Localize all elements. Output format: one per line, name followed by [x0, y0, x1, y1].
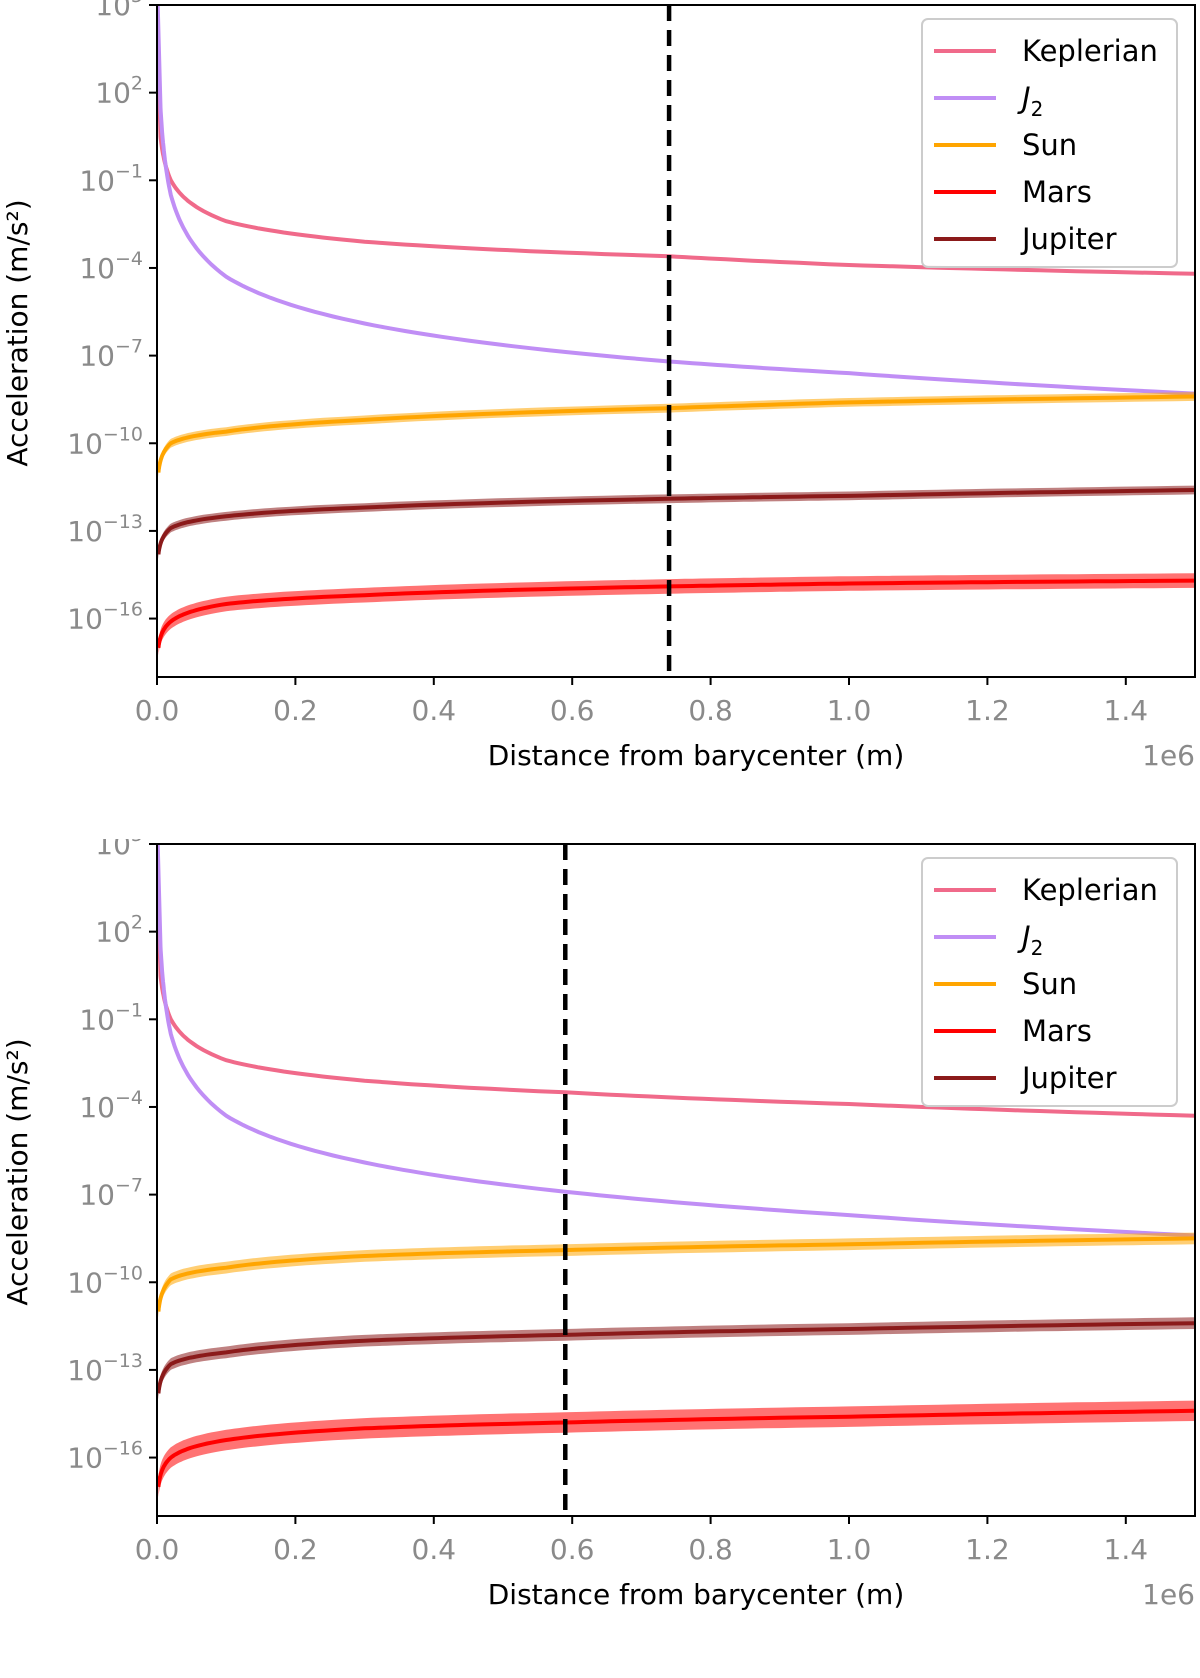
x-tick-label: 0.0 — [135, 694, 180, 727]
series-line-keplerian — [157, 873, 1195, 1118]
series-band-sun — [158, 392, 1195, 477]
x-tick-label: 1.2 — [965, 1533, 1010, 1566]
y-tick-label: 102 — [95, 73, 143, 110]
y-tick-label: 10−4 — [79, 1087, 143, 1124]
plot-area — [157, 844, 1195, 1497]
x-tick-label: 0.2 — [273, 1533, 318, 1566]
series-line-mars — [157, 578, 1195, 649]
y-tick-label: 10−7 — [79, 1175, 143, 1212]
axes-frame — [156, 843, 1196, 1517]
x-tick-label: 1.4 — [1104, 694, 1149, 727]
x-tick-label: 1.0 — [827, 694, 872, 727]
series-line-sun — [157, 394, 1195, 473]
y-axis-label: Acceleration (m/s²) — [1, 199, 34, 466]
series-sun — [157, 1232, 1195, 1318]
y-tick-label: 105 — [95, 0, 143, 22]
y-tick-label: 10−10 — [67, 1262, 143, 1299]
legend-label-sun: Sun — [1022, 128, 1077, 162]
series-jupiter — [157, 1317, 1195, 1400]
y-tick-label: 105 — [95, 839, 143, 861]
legend-box — [921, 18, 1178, 268]
series-band-jupiter — [158, 485, 1195, 559]
series-j — [157, 844, 1195, 1238]
y-tick-label: 10−10 — [67, 423, 143, 460]
series-jupiter — [157, 485, 1195, 559]
legend-label-jupiter: Jupiter — [1020, 222, 1117, 256]
series-mars — [157, 1400, 1195, 1497]
series-mars — [157, 573, 1195, 656]
chart-panel-top: 0.0 0.2 0.4 0.6 0.8 1.0 1.2 1.4 105 102 10−1 10−4 10… — [1, 0, 1196, 772]
plot-area — [157, 5, 1195, 656]
x-tick-label: 0.6 — [550, 1533, 595, 1566]
y-tick-label: 102 — [95, 912, 143, 949]
legend-label-sun: Sun — [1022, 967, 1077, 1001]
series-band-jupiter — [158, 1317, 1195, 1400]
y-axis-label: Acceleration (m/s²) — [1, 1038, 34, 1305]
x-tick-label: 0.8 — [688, 1533, 733, 1566]
x-offset-text: 1e6 — [1142, 1578, 1195, 1611]
series-line-j — [157, 844, 1195, 1238]
x-tick-label: 0.0 — [135, 1533, 180, 1566]
y-tick-label: 10−13 — [67, 1350, 143, 1387]
y-tick-label: 10−7 — [79, 336, 143, 373]
y-tick-label: 10−16 — [67, 1438, 143, 1475]
x-tick-label: 0.4 — [412, 694, 457, 727]
series-line-mars — [157, 1408, 1195, 1488]
series-sun — [157, 392, 1195, 477]
series-line-jupiter — [157, 1321, 1195, 1394]
series-line-keplerian — [157, 34, 1195, 276]
series-keplerian — [157, 34, 1195, 276]
series-line-jupiter — [157, 488, 1195, 555]
y-tick-label: 10−4 — [79, 248, 143, 285]
y-tick-label: 10−16 — [67, 599, 143, 636]
x-tick-label: 0.2 — [273, 694, 318, 727]
x-axis-label: Distance from barycenter (m) — [488, 1578, 905, 1611]
chart-panel-bottom: 0.0 0.2 0.4 0.6 0.8 1.0 1.2 1.4 105 102 10−1 10−4 10… — [1, 839, 1196, 1611]
legend-label-jupiter: Jupiter — [1020, 1061, 1117, 1095]
x-tick-label: 1.2 — [965, 694, 1010, 727]
legend-label-mars: Mars — [1022, 175, 1092, 209]
legend-label-mars: Mars — [1022, 1014, 1092, 1048]
legend-label-keplerian: Keplerian — [1022, 34, 1158, 68]
legend-box — [921, 857, 1178, 1107]
y-tick-label: 10−13 — [67, 511, 143, 548]
axes-frame — [156, 4, 1196, 678]
x-tick-label: 1.0 — [827, 1533, 872, 1566]
y-tick-label: 10−1 — [79, 160, 143, 197]
x-tick-label: 0.6 — [550, 694, 595, 727]
series-line-sun — [157, 1236, 1195, 1312]
series-band-sun — [158, 1232, 1195, 1318]
x-tick-label: 0.8 — [688, 694, 733, 727]
series-j — [157, 5, 1195, 396]
y-tick-label: 10−1 — [79, 999, 143, 1036]
legend-label-keplerian: Keplerian — [1022, 873, 1158, 907]
x-axis-label: Distance from barycenter (m) — [488, 739, 905, 772]
x-offset-text: 1e6 — [1142, 739, 1195, 772]
series-line-j — [157, 5, 1195, 396]
series-keplerian — [157, 873, 1195, 1118]
x-tick-label: 0.4 — [412, 1533, 457, 1566]
x-tick-label: 1.4 — [1104, 1533, 1149, 1566]
